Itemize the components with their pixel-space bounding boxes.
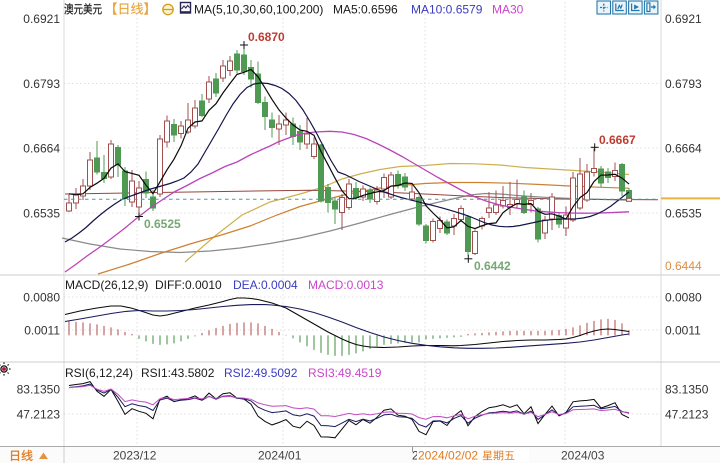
svg-text:0.6667: 0.6667 (599, 133, 636, 147)
svg-text:47.2123: 47.2123 (665, 407, 709, 421)
svg-text:MA30: MA30 (492, 3, 524, 17)
svg-text:0.6442: 0.6442 (474, 259, 511, 273)
svg-text:2023/12: 2023/12 (113, 449, 157, 463)
svg-text:0.6525: 0.6525 (144, 217, 181, 231)
svg-text:0.6444: 0.6444 (665, 259, 702, 273)
svg-text:0.6535: 0.6535 (665, 206, 702, 220)
svg-text:0.6921: 0.6921 (23, 12, 60, 26)
svg-text:0.0080: 0.0080 (665, 290, 702, 304)
svg-text:83.1350: 83.1350 (665, 382, 709, 396)
svg-text:MA(5,10,30,60,100,200): MA(5,10,30,60,100,200) (194, 3, 323, 17)
svg-text:0.6921: 0.6921 (665, 12, 702, 26)
svg-text:0.6664: 0.6664 (665, 141, 702, 155)
svg-text:RSI1:43.5802: RSI1:43.5802 (141, 366, 215, 380)
svg-text:RSI(6,12,24): RSI(6,12,24) (65, 366, 133, 380)
svg-text:0.6664: 0.6664 (23, 141, 60, 155)
svg-text:0.0011: 0.0011 (24, 323, 60, 337)
svg-text:0.6535: 0.6535 (23, 206, 60, 220)
svg-text:MACD(26,12,9): MACD(26,12,9) (65, 278, 148, 292)
svg-text:0.6793: 0.6793 (23, 77, 60, 91)
svg-text:47.2123: 47.2123 (17, 407, 61, 421)
svg-text:MA5:0.6596: MA5:0.6596 (333, 3, 398, 17)
svg-text:83.1350: 83.1350 (17, 382, 61, 396)
svg-text:0.0080: 0.0080 (23, 290, 60, 304)
svg-text:MACD:0.0013: MACD:0.0013 (308, 278, 384, 292)
svg-text:0.0011: 0.0011 (665, 323, 701, 337)
svg-text:RSI3:49.4519: RSI3:49.4519 (308, 366, 382, 380)
svg-text:MA10:0.6579: MA10:0.6579 (411, 3, 483, 17)
svg-text:0.6793: 0.6793 (665, 77, 702, 91)
svg-text:RSI2:49.5092: RSI2:49.5092 (224, 366, 298, 380)
svg-text:DEA:0.0004: DEA:0.0004 (233, 278, 298, 292)
svg-text:2024/02/02: 2024/02/02 (418, 449, 478, 463)
svg-text:2024/01: 2024/01 (258, 449, 302, 463)
svg-text:0.6870: 0.6870 (248, 30, 285, 44)
svg-text:DIFF:0.0010: DIFF:0.0010 (155, 278, 222, 292)
svg-text:2024/03: 2024/03 (561, 449, 605, 463)
